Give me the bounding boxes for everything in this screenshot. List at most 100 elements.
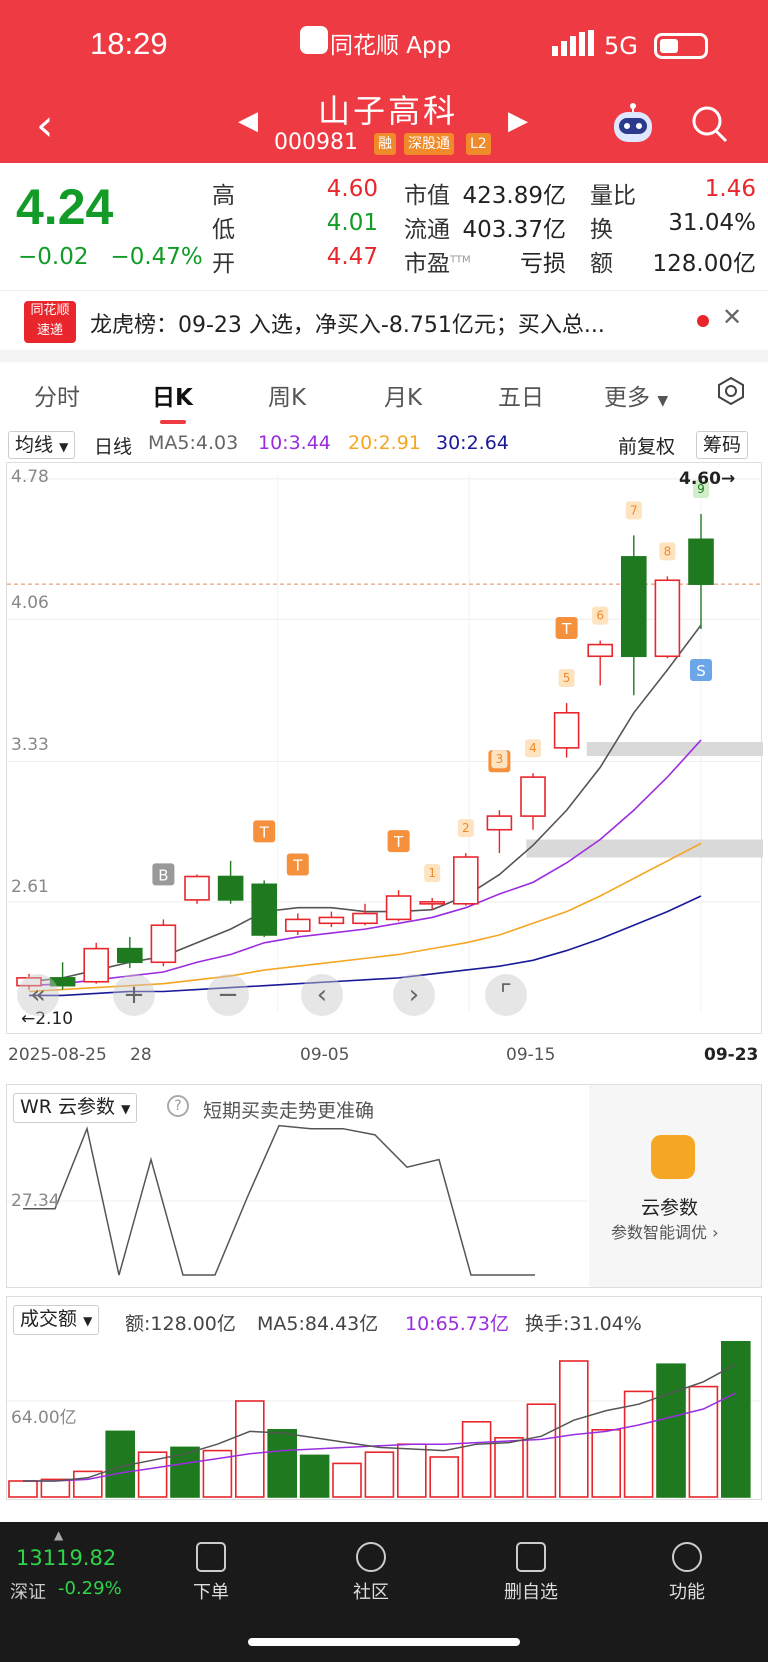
volume-panel[interactable]: 成交额 ▼ 额:128.00亿 MA5:84.43亿 10:65.73亿 换手:… xyxy=(6,1296,763,1500)
zoom-in-icon[interactable]: + xyxy=(113,974,155,1016)
y-tick-4: 2.61 xyxy=(11,877,49,897)
news-logo-top: 同花顺 xyxy=(30,303,70,318)
volume-bar-21 xyxy=(688,1385,719,1498)
settings-hexagon-icon[interactable] xyxy=(716,376,746,406)
quote-label-0: 高 xyxy=(212,183,235,209)
robot-assistant-icon[interactable] xyxy=(610,100,656,146)
marker-box xyxy=(555,617,578,640)
chevron-down-icon: ▼ xyxy=(83,1314,93,1328)
ttm-sup: TTM xyxy=(450,254,471,266)
chevron-down-icon: ▼ xyxy=(121,1102,131,1116)
volume-bar-9 xyxy=(299,1454,330,1498)
search-icon[interactable] xyxy=(690,104,730,144)
marker-text: T xyxy=(259,823,270,841)
price-change: −0.02 −0.47% xyxy=(18,244,203,270)
marker-text: 2 xyxy=(462,821,470,835)
marker-text: 4 xyxy=(529,741,537,755)
help-icon[interactable]: ? xyxy=(167,1095,189,1117)
up-triangle-icon: ▲ xyxy=(54,1528,64,1542)
candle-body-4 xyxy=(150,924,177,964)
ma30-label: 30:2.64 xyxy=(436,432,509,454)
cloud-icon xyxy=(651,1135,695,1179)
x-axis: 2025-08-25 28 09-05 09-15 09-23 xyxy=(0,1035,768,1065)
app-logo-icon xyxy=(300,26,328,54)
prev-stock-icon[interactable]: ◀ xyxy=(238,106,258,136)
news-logo-bottom: 速递 xyxy=(36,323,63,338)
tab-monthly-k[interactable]: 月K xyxy=(384,385,423,411)
signal-marker-B-0: B xyxy=(152,863,175,886)
wr-selector[interactable]: WR 云参数 ▼ xyxy=(13,1093,138,1123)
ma10-line xyxy=(28,739,702,987)
news-ticker[interactable]: 同花顺 速递 龙虎榜：09-23 入选，净买入-8.751亿元；买入总... ✕ xyxy=(0,290,768,350)
volume-bar-22 xyxy=(720,1340,751,1498)
volume-bar-7 xyxy=(235,1400,265,1498)
chips-button[interactable]: 筹码 xyxy=(696,431,749,459)
candle-body-2 xyxy=(83,947,109,983)
high-price-label: 4.60→ xyxy=(679,469,736,489)
quote-value-5: 亏损 xyxy=(520,251,566,277)
back-icon[interactable]: ‹ xyxy=(36,100,54,151)
marker-text: 6 xyxy=(596,609,604,623)
kline-chart[interactable]: BTTT12T345T6789ST xyxy=(7,463,763,1035)
marker-box xyxy=(457,819,474,838)
signal-marker-9-14: 9 xyxy=(693,479,709,498)
volume-bar-8 xyxy=(267,1429,298,1498)
ma20-label: 20:2.91 xyxy=(348,432,421,454)
y-tick-2: 4.06 xyxy=(11,593,49,613)
volume-ma5-line xyxy=(23,1363,737,1482)
candle-body-9 xyxy=(318,916,345,925)
signal-marker-7-12: 7 xyxy=(625,501,642,520)
nav-order[interactable]: 下单 xyxy=(166,1542,256,1604)
next-stock-icon[interactable]: ▶ xyxy=(508,106,528,136)
nav-functions[interactable]: 功能 xyxy=(642,1542,732,1604)
nav-remove-watchlist[interactable]: 删自选 xyxy=(486,1542,576,1604)
pan-right-icon[interactable]: › xyxy=(393,974,435,1016)
chevron-down-icon: ▼ xyxy=(59,440,69,454)
fullscreen-icon[interactable]: ⌜ xyxy=(485,974,527,1016)
close-icon[interactable]: ✕ xyxy=(722,303,743,331)
adjust-mode[interactable]: 前复权 xyxy=(618,436,676,458)
battery-icon xyxy=(654,33,708,59)
ma-selector[interactable]: 均线 ▼ xyxy=(8,431,76,459)
status-time: 18:29 xyxy=(90,26,168,61)
marker-box xyxy=(525,739,541,758)
tab-weekly-k[interactable]: 周K xyxy=(268,385,307,411)
volume-selector[interactable]: 成交额 ▼ xyxy=(13,1305,100,1335)
marker-box xyxy=(625,501,642,520)
candle-body-3 xyxy=(117,947,143,964)
tab-daily-k[interactable]: 日K xyxy=(152,385,193,411)
ma-selector-label: 均线 xyxy=(15,434,54,456)
zoom-out-icon[interactable]: − xyxy=(207,974,249,1016)
nav-remove-label: 删自选 xyxy=(504,1582,558,1603)
index-value[interactable]: 13119.82 xyxy=(16,1546,117,1570)
nav-community[interactable]: 社区 xyxy=(326,1542,416,1604)
volume-bar-17 xyxy=(558,1360,589,1498)
y-tick-1: 4.78 xyxy=(11,467,49,487)
candle-body-11 xyxy=(385,895,412,921)
tab-more[interactable]: 更多 ▼ xyxy=(604,378,668,412)
pan-left-icon[interactable]: ‹ xyxy=(301,974,343,1016)
wr-panel[interactable]: WR 云参数 ▼ ? 短期买卖走势更准确 27.34 云参数 参数智能调优 › xyxy=(6,1084,762,1288)
home-indicator[interactable] xyxy=(248,1638,520,1646)
volume-bar-6 xyxy=(202,1449,233,1498)
marker-box xyxy=(659,542,676,561)
marker-box xyxy=(491,750,508,769)
tab-intraday[interactable]: 分时 xyxy=(34,385,80,411)
x-tick-2: 28 xyxy=(130,1045,152,1065)
quote-label-4: 流通 xyxy=(404,217,450,243)
zoom-out-far-icon[interactable]: « xyxy=(17,974,59,1016)
volume-selector-label: 成交额 xyxy=(20,1308,78,1330)
volume-bar-20 xyxy=(656,1363,686,1498)
cloud-param-card[interactable]: 云参数 参数智能调优 › xyxy=(589,1085,761,1287)
marker-text: T xyxy=(292,857,303,875)
tab-five-day[interactable]: 五日 xyxy=(498,385,544,411)
quote-value-2: 4.47 xyxy=(326,244,378,270)
volume-bar-12 xyxy=(396,1443,427,1498)
kline-panel[interactable]: BTTT12T345T6789ST 4.78 4.06 3.33 2.61 4.… xyxy=(6,462,763,1035)
quote-label-1: 低 xyxy=(212,217,235,243)
quote-label-8: 额 xyxy=(590,251,613,277)
ma5-label: MA5:4.03 xyxy=(148,432,239,454)
resistance-band-2 xyxy=(526,839,763,858)
news-text[interactable]: 龙虎榜：09-23 入选，净买入-8.751亿元；买入总... xyxy=(90,313,605,338)
signal-marker-T-1: T xyxy=(253,820,276,843)
